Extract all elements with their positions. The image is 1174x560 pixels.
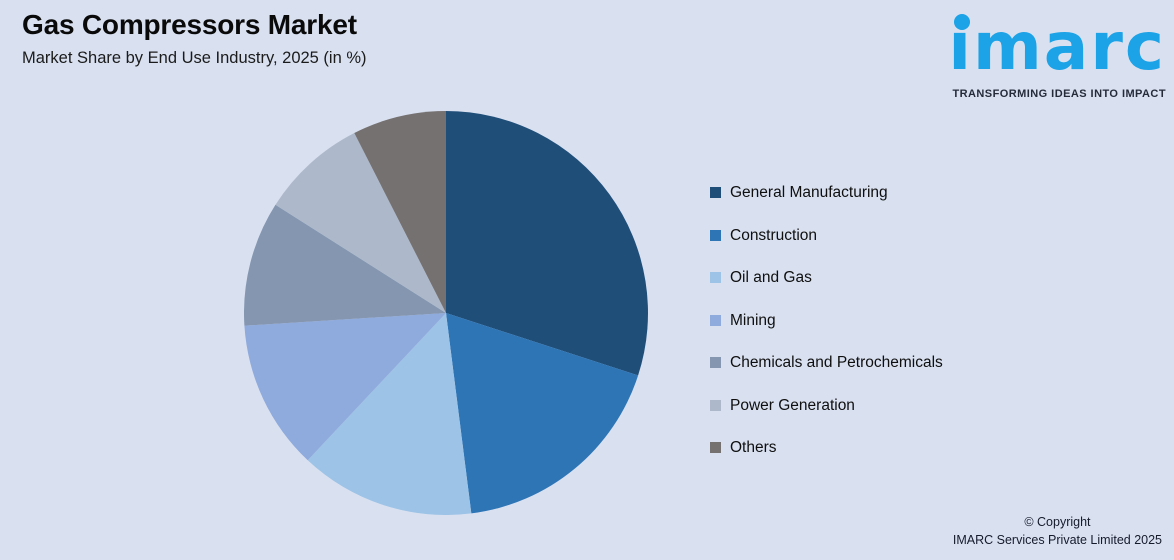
copyright-line2: IMARC Services Private Limited 2025 bbox=[952, 532, 1162, 547]
legend-swatch-power-generation bbox=[710, 399, 721, 411]
copyright: © Copyright IMARC Services Private Limit… bbox=[953, 513, 1162, 549]
pie-chart bbox=[244, 111, 648, 515]
imarc-logo-wordmark: ımarc bbox=[948, 4, 1166, 90]
pie-slice-chemicals-and-petrochemicals bbox=[244, 204, 446, 326]
legend-item-mining: Mining bbox=[710, 311, 943, 329]
legend-swatch-others bbox=[710, 442, 721, 454]
legend-label-general-manufacturing: General Manufacturing bbox=[730, 184, 888, 201]
legend-label-chemicals-and-petrochemicals: Chemicals and Petrochemicals bbox=[730, 354, 943, 371]
legend-swatch-construction bbox=[710, 229, 721, 241]
pie-slice-power-generation bbox=[275, 133, 446, 313]
copyright-line1: © Copyright bbox=[1024, 514, 1091, 529]
legend-swatch-mining bbox=[710, 314, 721, 326]
legend-label-others: Others bbox=[730, 439, 777, 456]
header: Gas Compressors Market Market Share by E… bbox=[22, 8, 367, 68]
pie-chart-svg bbox=[244, 111, 648, 515]
page-subtitle: Market Share by End Use Industry, 2025 (… bbox=[22, 48, 367, 67]
legend-swatch-chemicals-and-petrochemicals bbox=[710, 357, 721, 369]
pie-slice-construction bbox=[446, 313, 639, 514]
imarc-logo-tagline: TRANSFORMING IDEAS INTO IMPACT bbox=[952, 87, 1166, 100]
legend-item-chemicals-and-petrochemicals: Chemicals and Petrochemicals bbox=[710, 355, 943, 371]
legend-swatch-general-manufacturing bbox=[710, 187, 721, 199]
page-title: Gas Compressors Market bbox=[22, 9, 357, 40]
legend-item-construction: Construction bbox=[710, 226, 943, 244]
imarc-logo-text: ımarc bbox=[948, 8, 1166, 85]
legend-item-others: Others bbox=[710, 440, 943, 456]
pie-slice-others bbox=[354, 111, 446, 313]
imarc-logo: ımarc TRANSFORMING IDEAS INTO IMPACT bbox=[948, 4, 1166, 101]
legend-label-mining: Mining bbox=[730, 311, 776, 329]
legend-label-oil-and-gas: Oil and Gas bbox=[730, 269, 812, 286]
pie-slice-mining bbox=[244, 313, 446, 461]
imarc-logo-dot-icon bbox=[954, 14, 971, 30]
legend-item-general-manufacturing: General Manufacturing bbox=[710, 185, 943, 201]
pie-slice-oil-and-gas bbox=[307, 313, 472, 515]
legend-item-oil-and-gas: Oil and Gas bbox=[710, 270, 943, 286]
legend-label-construction: Construction bbox=[730, 226, 818, 244]
legend-item-power-generation: Power Generation bbox=[710, 396, 943, 414]
legend-swatch-oil-and-gas bbox=[710, 272, 721, 284]
chart-legend: General Manufacturing Construction Oil and… bbox=[710, 185, 943, 456]
pie-slice-general-manufacturing bbox=[446, 111, 648, 376]
legend-label-power-generation: Power Generation bbox=[730, 396, 855, 414]
